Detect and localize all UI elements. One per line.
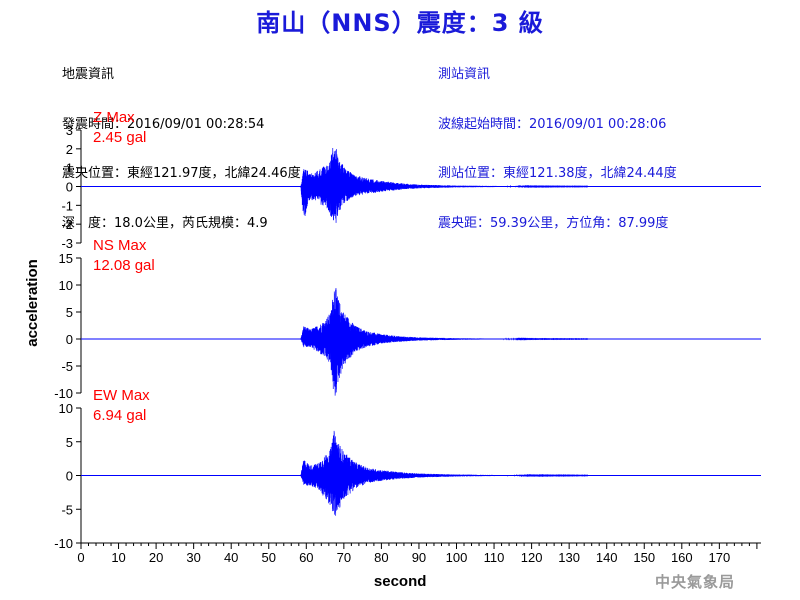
- ew-y-tick-label: -5: [61, 502, 73, 517]
- station-info: 測站資訊 波線起始時間：2016/09/01 00:28:06 測站位置：東經1…: [438, 34, 677, 265]
- x-tick-label: 120: [521, 550, 543, 565]
- z-waveform: [300, 147, 589, 223]
- earthquake-info: 地震資訊 發震時間：2016/09/01 00:28:54 震央位置：東經121…: [62, 34, 301, 265]
- ew-y-tick-label: 10: [59, 401, 73, 416]
- z-y-tick-label: 0: [66, 180, 73, 195]
- earthquake-info-heading: 地震資訊: [62, 67, 115, 82]
- x-tick-label: 0: [77, 550, 84, 565]
- x-tick-label: 130: [558, 550, 580, 565]
- x-tick-label: 10: [111, 550, 125, 565]
- origin-time: 發震時間：2016/09/01 00:28:54: [62, 116, 265, 132]
- x-tick-label: 80: [374, 550, 388, 565]
- x-tick-label: 40: [224, 550, 238, 565]
- z-y-tick-label: -1: [61, 198, 73, 213]
- agency-watermark: 中央氣象局: [655, 573, 736, 591]
- ew-max-title: EW Max: [93, 387, 150, 404]
- z-max-title: Z Max: [93, 109, 135, 126]
- wave-start-time: 波線起始時間：2016/09/01 00:28:06: [438, 116, 667, 132]
- station-info-heading: 測站資訊: [438, 67, 491, 82]
- z-y-tick-label: 3: [66, 123, 73, 138]
- z-max-value: 2.45 gal: [93, 129, 146, 146]
- z-y-tick-label: -3: [61, 236, 73, 251]
- ns-max-value: 12.08 gal: [93, 257, 155, 274]
- ew-max-value: 6.94 gal: [93, 407, 146, 424]
- x-tick-label: 50: [262, 550, 276, 565]
- x-tick-label: 30: [186, 550, 200, 565]
- ns-y-tick-label: -10: [54, 386, 73, 401]
- x-tick-label: 150: [633, 550, 655, 565]
- x-tick-label: 20: [149, 550, 163, 565]
- x-tick-label: 70: [337, 550, 351, 565]
- z-y-tick-label: 1: [66, 161, 73, 176]
- ew-y-tick-label: 5: [66, 435, 73, 450]
- ns-y-tick-label: -5: [61, 359, 73, 374]
- z-y-tick-label: -2: [61, 217, 73, 232]
- ns-max-title: NS Max: [93, 237, 147, 254]
- x-tick-label: 90: [412, 550, 426, 565]
- station-location: 測站位置：東經121.38度，北緯24.44度: [438, 166, 677, 181]
- x-axis-label: second: [374, 573, 427, 590]
- ew-y-tick-label: -10: [54, 536, 73, 551]
- page-title: 南山（NNS）震度：3 級: [256, 9, 544, 37]
- ns-y-tick-label: 15: [59, 251, 73, 266]
- ns-y-tick-label: 5: [66, 305, 73, 320]
- ns-y-tick-label: 0: [66, 332, 73, 347]
- ns-y-tick-label: 10: [59, 278, 73, 293]
- x-tick-label: 160: [671, 550, 693, 565]
- y-axis-label: acceleration: [24, 259, 41, 347]
- x-tick-label: 100: [446, 550, 468, 565]
- ew-y-tick-label: 0: [66, 469, 73, 484]
- ew-waveform: [300, 430, 589, 516]
- depth-magnitude: 深 度：18.0公里，芮氏規模：4.9: [62, 215, 268, 231]
- x-tick-label: 60: [299, 550, 313, 565]
- ns-waveform: [300, 287, 589, 396]
- epicentral-distance: 震央距：59.39公里，方位角：87.99度: [438, 215, 669, 231]
- epicenter-location: 震央位置：東經121.97度，北緯24.46度: [62, 166, 301, 181]
- z-y-tick-label: 2: [66, 142, 73, 157]
- x-tick-label: 170: [708, 550, 730, 565]
- x-tick-label: 140: [596, 550, 618, 565]
- x-tick-label: 110: [484, 550, 505, 565]
